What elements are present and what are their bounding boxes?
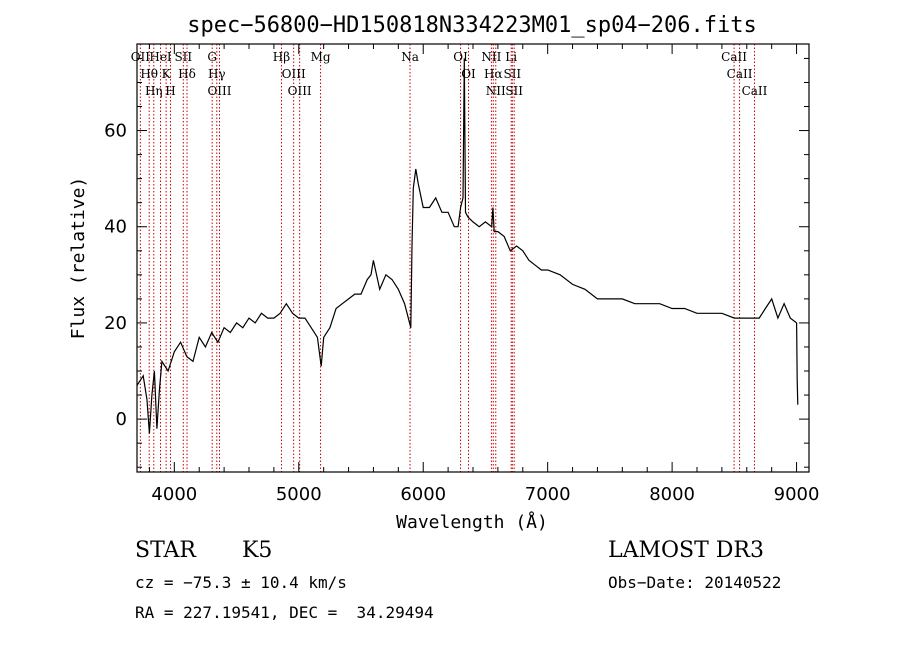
spectrum-series-line [136,58,799,434]
obs-date: Obs−Date: 20140522 [608,573,782,592]
line-marker-label: OI [453,50,468,64]
emission-line-markers [139,44,755,472]
y-tick-label: 0 [116,409,127,430]
x-tick-label: 5000 [276,484,322,505]
line-marker-label: OIII [288,84,312,98]
line-marker-label: Hβ [273,50,290,64]
line-marker-label: OIII [207,84,231,98]
object-class: STAR [135,538,196,563]
line-marker-label: Hα [484,67,503,81]
line-marker-label: CaII [727,67,753,81]
x-tick-label: 8000 [649,484,695,505]
line-marker-label: HeI [149,50,172,64]
line-marker-label: Hθ [140,67,158,81]
x-tick-label: 4000 [151,484,197,505]
line-marker-label: K [162,67,172,81]
line-marker-label: SII [505,84,523,98]
line-marker-label: Na [401,50,419,64]
line-marker-label: OI [461,67,476,81]
line-marker-label: Hη [145,84,163,98]
y-axis-title: Flux (relative) [68,177,89,340]
line-marker-label: OIII [282,67,306,81]
object-subclass: K5 [242,538,273,563]
line-marker-label: H [165,84,175,98]
emission-line-labels: OII Hθ Hη HeI KH SII Hδ G Hγ OIII Hβ OIII OIII Mg Na OI… [131,50,768,98]
plot-title: spec−56800−HD150818N334223M01_sp04−206.f… [187,13,757,38]
line-marker-label: NII [486,84,506,98]
y-tick-label: 40 [104,217,127,238]
y-tick-label: 60 [104,121,127,142]
axis-ticks: 4000 5000 6000 7000 8000 9000 0 20 40 60 [104,44,819,505]
coordinates: RA = 227.19541, DEC = 34.29494 [135,603,434,622]
line-marker-label: Li [505,50,517,64]
x-tick-label: 9000 [774,484,820,505]
x-tick-label: 6000 [400,484,446,505]
line-marker-label: Hδ [178,67,196,81]
line-marker-label: Hγ [208,67,226,81]
line-marker-label: SII [174,50,192,64]
y-tick-label: 20 [104,313,127,334]
x-tick-label: 7000 [525,484,571,505]
line-marker-label: OII [131,50,151,64]
plot-frame [136,43,810,473]
line-marker-label: Mg [311,50,331,64]
line-marker-label: G [207,50,217,64]
line-marker-label: CaII [721,50,747,64]
line-marker-label: CaII [742,84,768,98]
survey-name: LAMOST DR3 [608,538,764,563]
x-axis-title: Wavelength (Å) [396,511,548,533]
line-marker-label: NII [481,50,501,64]
redshift-cz: cz = −75.3 ± 10.4 km/s [135,573,347,592]
line-marker-label: SII [503,67,521,81]
